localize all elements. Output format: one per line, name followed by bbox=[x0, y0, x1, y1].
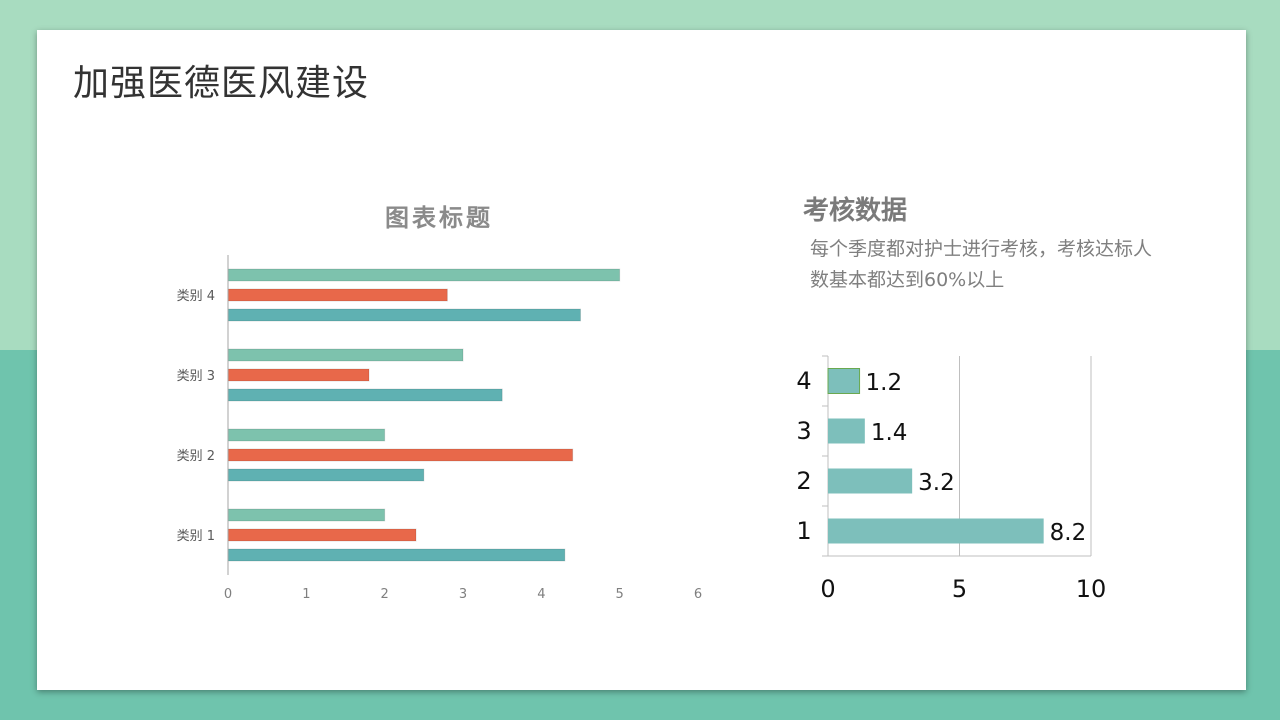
slide-card: 加强医德医风建设 图表标题 类别 1 类别 2 类别 3 类别 4 0 1 2 3 4 5 6 0 5… bbox=[37, 30, 1246, 690]
x-tick-label: 0 bbox=[224, 587, 232, 602]
category-label: 1 bbox=[796, 517, 811, 545]
x-tick-label: 3 bbox=[459, 587, 467, 602]
slide-title: 加强医德医风建设 bbox=[73, 63, 370, 104]
assessment-bar-chart: 0 5 10 1 8.2 2 3.2 3 1.4 4 1.2 bbox=[796, 355, 1107, 603]
chart-title: 图表标题 bbox=[385, 204, 493, 232]
assessment-bar-4 bbox=[827, 368, 861, 394]
category-label: 类别 2 bbox=[177, 449, 215, 464]
x-tick-label: 10 bbox=[1076, 575, 1107, 603]
side-description: 每个季度都对护士进行考核，考核达标人数基本都达到60%以上 bbox=[810, 238, 1153, 291]
data-label: 3.2 bbox=[918, 470, 955, 496]
x-tick-label: 2 bbox=[381, 587, 389, 602]
data-label: 1.2 bbox=[866, 370, 903, 396]
category-label: 3 bbox=[796, 417, 811, 445]
assessment-bar-3 bbox=[828, 418, 865, 444]
category-bar-chart: 图表标题 类别 1 类别 2 类别 3 类别 4 0 1 2 3 4 5 6 bbox=[177, 204, 703, 602]
x-tick-label: 5 bbox=[616, 587, 624, 602]
x-tick-label: 0 bbox=[820, 575, 835, 603]
data-label: 1.4 bbox=[871, 420, 908, 446]
x-tick-label: 1 bbox=[302, 587, 310, 602]
side-heading: 考核数据 bbox=[803, 196, 908, 226]
category-label: 类别 4 bbox=[177, 289, 215, 304]
category-label: 4 bbox=[796, 367, 811, 395]
x-tick-label: 6 bbox=[694, 587, 702, 602]
assessment-bar-1 bbox=[828, 518, 1044, 544]
data-label: 8.2 bbox=[1050, 520, 1087, 546]
x-tick-label: 5 bbox=[952, 575, 967, 603]
assessment-bar-2 bbox=[828, 468, 913, 494]
category-label: 类别 3 bbox=[177, 369, 215, 384]
x-tick-label: 4 bbox=[537, 587, 545, 602]
category-label: 类别 1 bbox=[177, 529, 215, 544]
category-label: 2 bbox=[796, 467, 811, 495]
